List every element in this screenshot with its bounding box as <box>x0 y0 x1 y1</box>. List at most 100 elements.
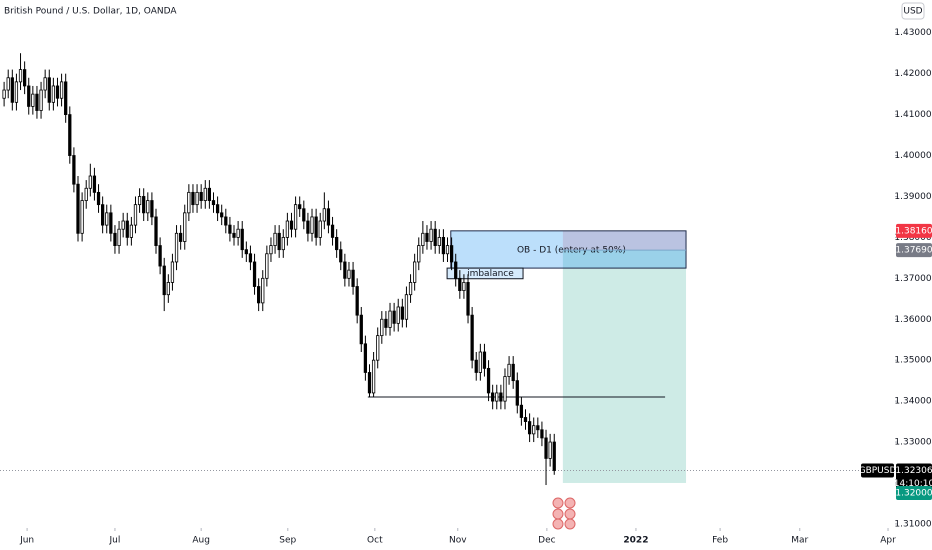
candle-body <box>363 343 368 373</box>
x-tick-label: Jun <box>19 536 34 546</box>
candle-body <box>351 269 355 287</box>
candle-body <box>314 216 318 238</box>
candle-body <box>170 261 175 283</box>
candle-body <box>55 85 60 99</box>
candle-body <box>129 224 134 238</box>
candle-body <box>31 93 35 107</box>
y-tick-label: 1.42000 <box>894 69 931 79</box>
candle-body <box>51 85 56 103</box>
candle-body <box>195 191 199 206</box>
candle-body <box>433 228 437 246</box>
candle-body <box>158 245 162 267</box>
candle-body <box>367 372 372 394</box>
candle-body <box>18 69 23 83</box>
event-icon[interactable] <box>552 497 564 509</box>
candle-body <box>203 187 207 201</box>
event-icons[interactable] <box>552 497 576 530</box>
candle-body <box>92 175 97 193</box>
candle-body <box>244 249 248 255</box>
candle-body <box>277 232 281 251</box>
symbol-box <box>861 463 894 478</box>
candle-body <box>236 228 240 238</box>
candle-body <box>68 114 72 156</box>
candle-body <box>421 232 425 246</box>
entry-price-label: 1.37690 <box>895 246 932 256</box>
candle-body <box>499 392 503 402</box>
candle-body <box>261 277 265 304</box>
currency-box[interactable] <box>901 2 925 20</box>
candle-body <box>248 253 253 263</box>
candle-body <box>330 224 335 238</box>
candle-body <box>486 367 491 394</box>
candle-body <box>376 335 380 361</box>
event-icon[interactable] <box>564 508 576 520</box>
candle-body <box>265 253 269 279</box>
candle-body <box>96 191 101 206</box>
candle-body <box>478 351 482 373</box>
candle-body <box>228 224 232 234</box>
candle-body <box>298 204 302 210</box>
candle-body <box>302 208 306 222</box>
candle-body <box>515 380 519 406</box>
candle-body <box>84 187 88 201</box>
imbalance-zone[interactable] <box>446 267 524 280</box>
candle-body <box>64 81 68 116</box>
event-icon[interactable] <box>552 518 564 530</box>
candle-body <box>211 200 216 206</box>
y-tick-label: 1.39000 <box>894 192 931 202</box>
candle-body <box>326 208 331 226</box>
candle-body <box>199 191 203 201</box>
candle-body <box>137 196 142 206</box>
candle-body <box>322 208 326 222</box>
candle-body <box>43 77 47 91</box>
target-zone[interactable] <box>562 250 687 483</box>
y-tick-label: 1.41000 <box>894 110 931 120</box>
candle-body <box>133 204 138 226</box>
candle-body <box>408 282 413 296</box>
candle-body <box>503 376 507 402</box>
stop-price-label-box <box>896 223 932 238</box>
candle-body <box>413 261 417 283</box>
candle-body <box>441 236 446 255</box>
candle-body <box>289 220 294 230</box>
candle-body <box>14 81 19 103</box>
event-icon[interactable] <box>552 508 564 520</box>
candle-body <box>462 282 466 292</box>
candle-body <box>109 212 113 234</box>
candle-body <box>388 310 392 328</box>
stop-price-label: 1.38160 <box>895 226 932 236</box>
candle-body <box>2 89 6 99</box>
candle-body <box>23 69 27 87</box>
x-tick-label: Oct <box>367 536 383 546</box>
candle-body <box>59 81 64 99</box>
event-icon[interactable] <box>564 518 576 530</box>
candle-body <box>269 245 273 255</box>
candle-body <box>449 245 454 263</box>
candle-body <box>519 404 524 418</box>
candle-body <box>281 236 285 251</box>
candle-body <box>293 204 298 230</box>
candle-body <box>166 282 170 296</box>
x-tick-label: Aug <box>192 536 210 546</box>
candle-body <box>146 200 150 214</box>
stop-zone[interactable] <box>562 230 687 251</box>
candle-body <box>532 425 536 435</box>
candle-body <box>154 216 158 246</box>
candle-body <box>39 89 43 111</box>
candle-body <box>540 429 544 439</box>
x-tick-label: Nov <box>449 536 467 546</box>
event-icon[interactable] <box>564 497 576 509</box>
candle-body <box>495 392 499 402</box>
candle-body <box>207 187 212 201</box>
candle-body <box>339 249 343 263</box>
candle-body <box>552 441 556 471</box>
candle-body <box>380 318 384 337</box>
candle-body <box>511 363 515 382</box>
candle-body <box>491 392 495 402</box>
candle-body <box>179 232 183 242</box>
candle-body <box>285 220 290 238</box>
candle-body <box>6 77 10 91</box>
currency: USD <box>903 7 922 17</box>
